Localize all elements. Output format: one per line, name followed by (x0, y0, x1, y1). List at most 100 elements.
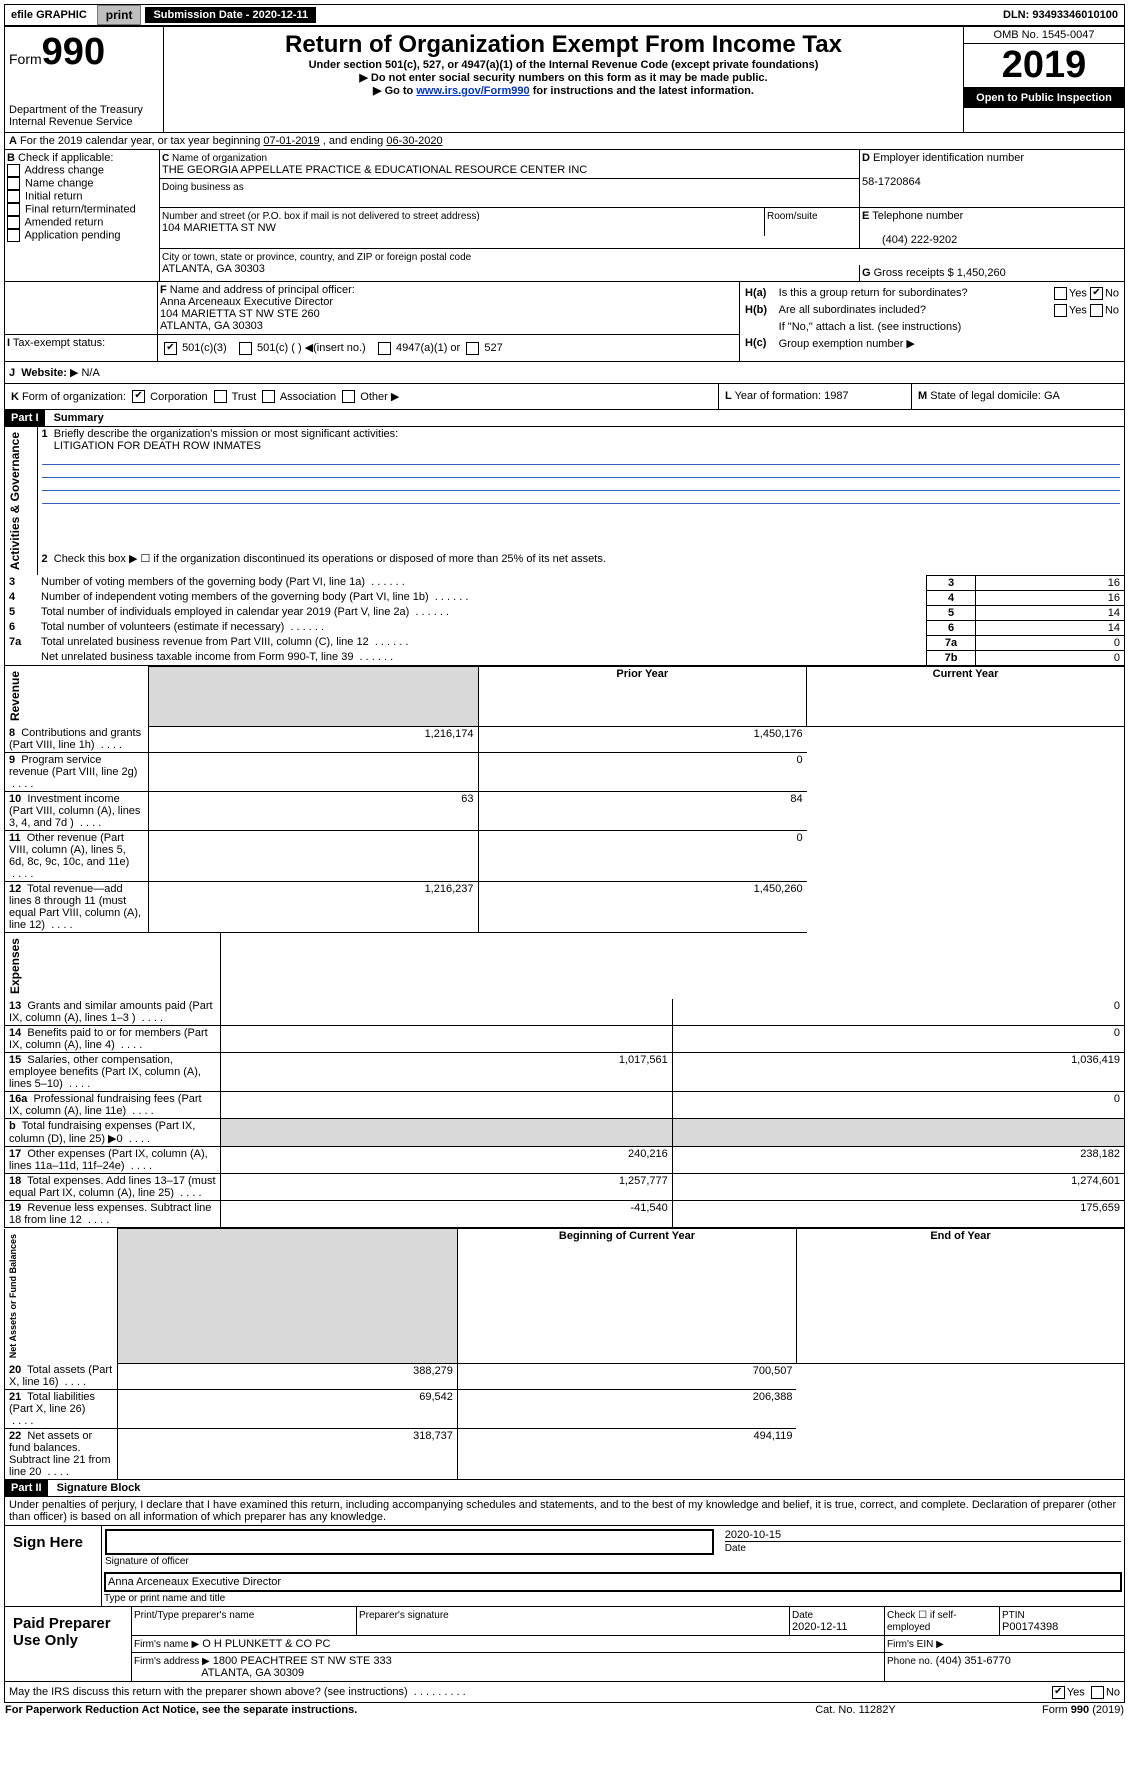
officer-signature-box[interactable] (105, 1529, 714, 1555)
firm-addr: 1800 PEACHTREE ST NW STE 333 (213, 1655, 392, 1667)
a-end: 06-30-2020 (386, 135, 442, 147)
k-o3: Association (280, 391, 336, 403)
assoc-checkbox[interactable] (262, 390, 275, 403)
firm-addr-lbl: Firm's address ▶ (134, 1656, 210, 1667)
subtitle-1: Under section 501(c), 527, or 4947(a)(1)… (168, 59, 959, 71)
form-number: 990 (42, 31, 105, 73)
print-button[interactable]: print (97, 5, 142, 25)
i-o4: 527 (484, 342, 502, 354)
state-domicile: GA (1044, 390, 1060, 402)
dba-lbl: Doing business as (162, 182, 244, 193)
firm-name: O H PLUNKETT & CO PC (202, 1638, 330, 1650)
corp-checkbox[interactable]: ✔ (132, 390, 145, 403)
addr-lbl: Number and street (or P.O. box if mail i… (162, 211, 480, 222)
ha-no-checkbox[interactable]: ✔ (1090, 287, 1103, 300)
section-revenue: Revenue (6, 667, 24, 725)
officer-addr: 104 MARIETTA ST NW STE 260 (160, 308, 320, 320)
m-lbl: State of legal domicile: (930, 390, 1041, 402)
g-lbl: Gross receipts $ (874, 267, 954, 279)
a-begin: 07-01-2019 (263, 135, 319, 147)
j-lbl: Website: (21, 367, 67, 379)
sig-off-lbl: Signature of officer (105, 1556, 189, 1567)
gross-receipts: 1,450,260 (957, 267, 1006, 279)
may-irs-text: May the IRS discuss this return with the… (9, 1686, 408, 1698)
section-expenses: Expenses (6, 934, 24, 998)
form-title: Return of Organization Exempt From Incom… (168, 31, 959, 59)
yes3: Yes (1067, 1686, 1085, 1698)
discuss-yes-checkbox[interactable]: ✔ (1052, 1686, 1065, 1699)
firm-phone: (404) 351-6770 (936, 1655, 1011, 1667)
527-checkbox[interactable] (466, 342, 479, 355)
ha-text: Is this a group return for subordinates? (778, 286, 1030, 301)
mission-text: LITIGATION FOR DEATH ROW INMATES (54, 440, 261, 452)
part2-title: Signature Block (51, 1480, 147, 1496)
sig-date: 2020-10-15 (725, 1529, 1121, 1542)
cat-no: Cat. No. 11282Y (767, 1703, 945, 1717)
irs-label: Internal Revenue Service (9, 116, 159, 128)
current-year-hdr: Current Year (933, 668, 999, 680)
hb-yes-checkbox[interactable] (1054, 304, 1067, 317)
i-o2: 501(c) ( ) ◀(insert no.) (257, 342, 366, 354)
a-pre: For the 2019 calendar year, or tax year … (20, 135, 263, 147)
firm-ein-lbl: Firm's EIN ▶ (887, 1639, 944, 1650)
501c3-checkbox[interactable]: ✔ (164, 342, 177, 355)
hc-text: Group exemption number (779, 338, 904, 350)
k-lbl: Form of organization: (22, 391, 126, 403)
section-activities: Activities & Governance (6, 428, 24, 574)
no-lbl: No (1105, 287, 1119, 299)
subtitle-2: Do not enter social security numbers on … (168, 71, 959, 84)
begin-year-hdr: Beginning of Current Year (559, 1230, 695, 1242)
a-mid: , and ending (320, 135, 387, 147)
firm-name-lbl: Firm's name ▶ (134, 1639, 199, 1650)
prep-name-lbl: Print/Type preparer's name (134, 1610, 254, 1621)
b-opt-checkbox[interactable] (7, 229, 20, 242)
subtitle-3-post: for instructions and the latest informat… (530, 85, 754, 97)
b-opt-checkbox[interactable] (7, 190, 20, 203)
501c-checkbox[interactable] (239, 342, 252, 355)
website-value: N/A (81, 367, 99, 379)
ptin-lbl: PTIN (1002, 1610, 1025, 1621)
form-prefix: Form (9, 51, 42, 67)
officer-name: Anna Arceneaux Executive Director (160, 296, 333, 308)
e-lbl: Telephone number (872, 210, 963, 222)
ptin-val: P00174398 (1002, 1621, 1058, 1633)
room-lbl: Room/suite (767, 211, 818, 222)
k-o2: Trust (232, 391, 257, 403)
discuss-no-checkbox[interactable] (1091, 1686, 1104, 1699)
form990-link[interactable]: www.irs.gov/Form990 (416, 85, 529, 97)
part1-header: Part I (5, 410, 45, 426)
prep-date: 2020-12-11 (792, 1621, 847, 1633)
l-lbl: Year of formation: (735, 390, 821, 402)
end-year-hdr: End of Year (930, 1230, 990, 1242)
f-lbl: Name and address of principal officer: (170, 284, 355, 296)
omb-number: OMB No. 1545-0047 (964, 27, 1124, 44)
b-opt-checkbox[interactable] (7, 203, 20, 216)
i-o1: 501(c)(3) (182, 342, 227, 354)
perjury-text: Under penalties of perjury, I declare th… (4, 1497, 1125, 1525)
d-lbl: Employer identification number (873, 152, 1024, 164)
other-checkbox[interactable] (342, 390, 355, 403)
yes-lbl2: Yes (1069, 304, 1087, 316)
i-lbl: Tax-exempt status: (13, 337, 105, 349)
4947-checkbox[interactable] (378, 342, 391, 355)
dln-label: DLN: 93493346010100 (997, 7, 1124, 23)
efile-label: efile GRAPHIC (5, 7, 93, 23)
type-name-lbl: Type or print name and title (104, 1593, 225, 1604)
section-netassets: Net Assets or Fund Balances (6, 1230, 20, 1362)
submission-date: Submission Date - 2020-12-11 (145, 7, 316, 23)
b-opt-checkbox[interactable] (7, 177, 20, 190)
trust-checkbox[interactable] (214, 390, 227, 403)
hb-no-checkbox[interactable] (1090, 304, 1103, 317)
dept-treasury: Department of the Treasury (9, 104, 159, 116)
b-opt-checkbox[interactable] (7, 216, 20, 229)
open-to-public: Open to Public Inspection (964, 88, 1124, 108)
k-o1: Corporation (150, 391, 207, 403)
org-name: THE GEORGIA APPELLATE PRACTICE & EDUCATI… (162, 164, 587, 176)
b-opt-checkbox[interactable] (7, 164, 20, 177)
k-o4: Other (360, 391, 388, 403)
part2-header: Part II (5, 1480, 48, 1496)
paid-preparer-lbl: Paid Preparer Use Only (5, 1607, 132, 1682)
part1-title: Summary (48, 410, 110, 426)
line2-text: Check this box ▶ ☐ if the organization d… (54, 553, 606, 565)
ha-yes-checkbox[interactable] (1054, 287, 1067, 300)
